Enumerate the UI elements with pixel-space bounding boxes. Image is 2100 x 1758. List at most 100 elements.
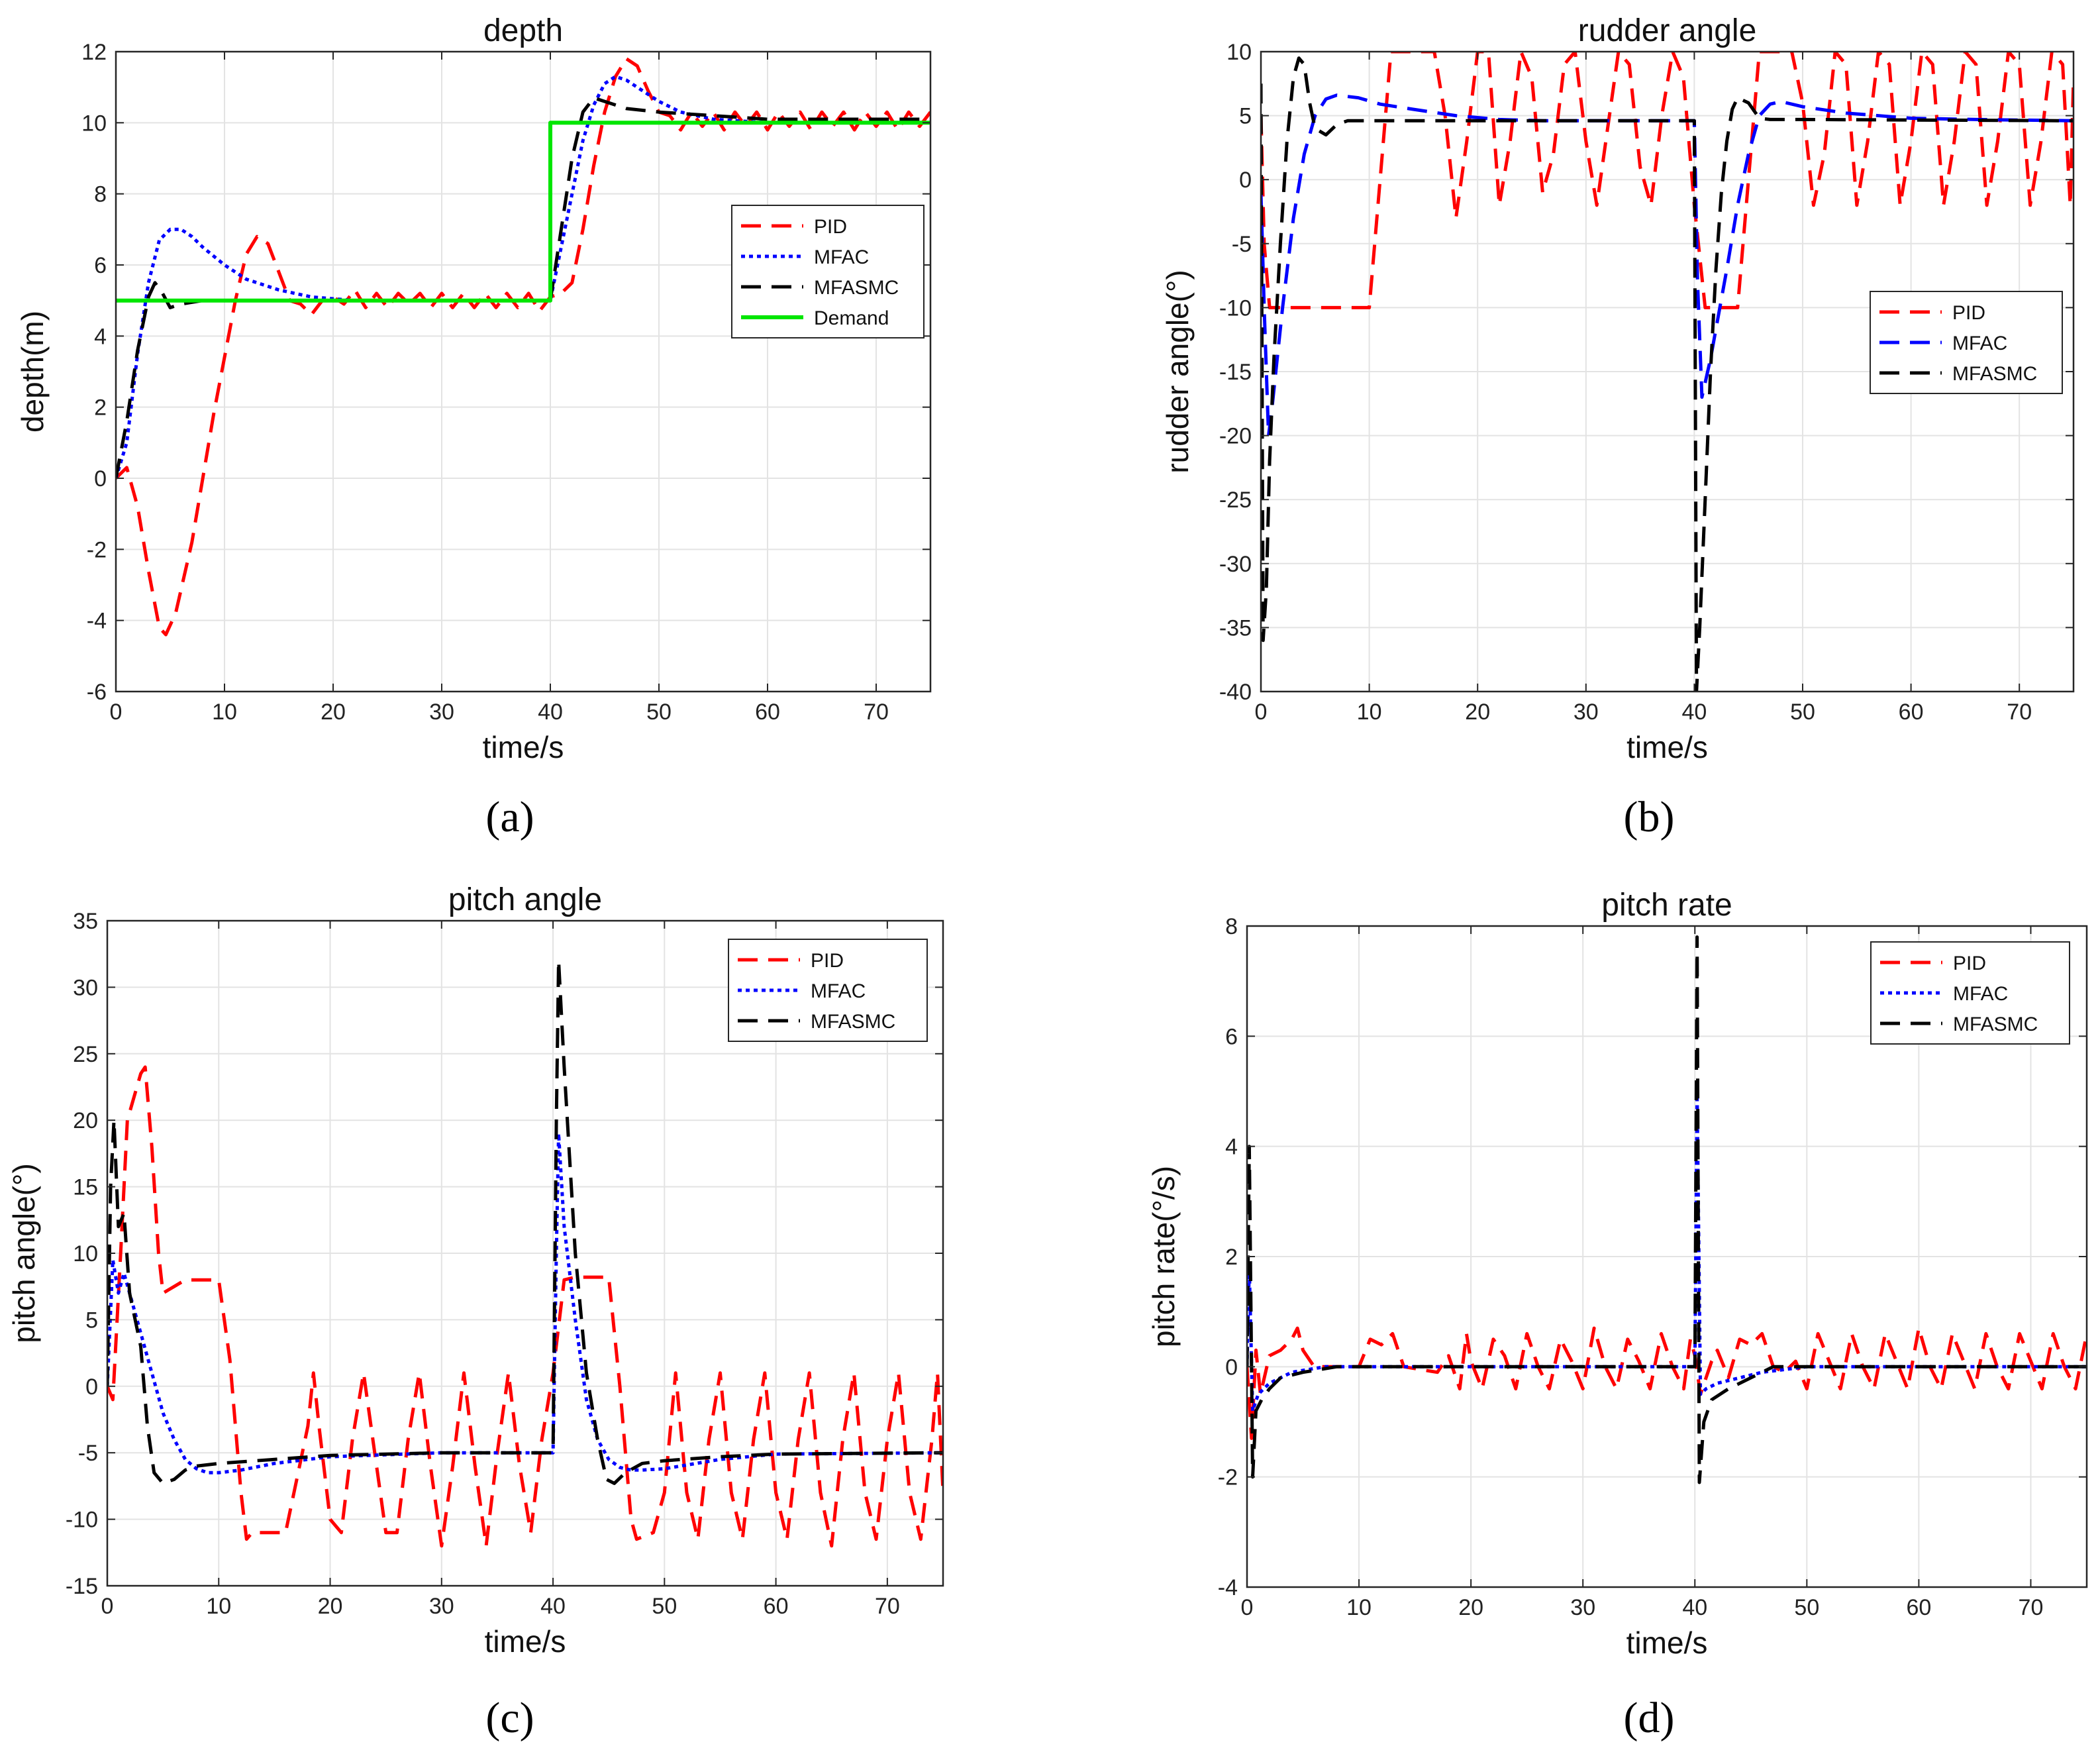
y-tick-label: -2 [1218,1465,1238,1490]
y-tick-label: 8 [1225,914,1238,939]
x-tick-label: 30 [1574,699,1599,725]
x-tick-label: 0 [110,699,123,725]
legend-label-mfac: MFAC [1953,983,2008,1005]
y-tick-label: -6 [87,680,107,705]
series-line-pid [107,1065,943,1548]
legend: PID MFAC MFASMC [1870,291,2063,394]
x-axis-label: time/s [1626,730,1708,764]
series-line-mfasmc [116,96,930,479]
y-tick-label: -40 [1219,680,1252,705]
x-tick-label: 20 [1458,1595,1483,1620]
legend: PID MFAC MFASMC Demand [731,205,925,338]
y-tick-label: 10 [73,1241,98,1267]
legend-label-mfasmc: MFASMC [1952,363,2037,385]
legend-box [1870,291,2063,394]
chart-title: pitch angle [448,882,602,917]
x-tick-label: 70 [875,1594,900,1619]
series-line-mfasmc [1261,56,2074,692]
plot-area [116,52,930,692]
y-tick-label: 10 [81,111,107,136]
panel-d: (d) 0 10 20 30 40 50 60 70 -4 -2 0 2 4 6 8 pitch rate ti… [1146,888,2088,1742]
y-tick-label: -4 [87,609,107,634]
y-tick-label: 15 [73,1175,98,1200]
legend-label-mfac: MFAC [814,246,869,268]
caption-a: (a) [485,793,534,841]
caption-c: (c) [485,1694,534,1742]
y-axis-label: pitch rate(°/s) [1146,1166,1181,1347]
y-tick-label: 0 [85,1374,98,1400]
panel-c: (c) 0 10 20 30 40 50 60 70 -15 -10 -5 0 5 10 15 20 25 30 3… [7,882,944,1742]
x-tick-label: 60 [1906,1595,1931,1620]
y-tick-label: -15 [66,1574,98,1599]
legend-label-pid: PID [1953,953,1986,974]
y-tick-label: 25 [73,1042,98,1067]
x-tick-label: 40 [540,1594,566,1619]
series-line-demand [116,121,930,303]
y-tick-label: -2 [87,537,107,562]
series-line-pid [1261,52,2074,309]
x-tick-label: 10 [1346,1595,1372,1620]
x-tick-label: 70 [2007,699,2032,725]
x-tick-label: 40 [538,699,563,725]
y-tick-label: 10 [1226,40,1252,65]
x-tick-label: 40 [1682,1595,1707,1620]
x-tick-label: 50 [1790,699,1815,725]
y-tick-label: 0 [94,466,107,491]
legend-label-demand: Demand [814,307,889,329]
chart-title: rudder angle [1578,13,1757,48]
y-tick-label: -5 [78,1441,98,1466]
y-tick-label: 6 [94,253,107,278]
legend-label-pid: PID [811,950,844,972]
y-tick-label: -25 [1219,488,1252,513]
y-tick-label: -4 [1218,1575,1238,1600]
y-tick-label: -35 [1219,615,1252,641]
x-tick-label: 60 [1899,699,1924,725]
legend: PID MFAC MFASMC [1870,941,2070,1045]
x-tick-label: 20 [318,1594,343,1619]
y-tick-label: -5 [1232,232,1252,257]
x-tick-label: 0 [1255,699,1268,725]
x-tick-label: 50 [652,1594,677,1619]
y-tick-label: 2 [1225,1245,1238,1270]
legend-label-mfasmc: MFASMC [814,277,899,299]
x-tick-label: 50 [646,699,672,725]
y-tick-label: 4 [94,324,107,349]
legend-label-pid: PID [814,216,847,238]
y-tick-label: 8 [94,182,107,207]
x-tick-label: 30 [429,699,454,725]
series-line-pid [1247,1326,2087,1440]
x-tick-label: 50 [1794,1595,1819,1620]
legend: PID MFAC MFASMC [728,939,928,1042]
y-tick-label: 5 [1239,104,1252,129]
y-tick-label: 30 [73,975,98,1000]
x-tick-label: 20 [321,699,346,725]
legend-label-mfasmc: MFASMC [811,1011,895,1033]
x-axis-label: time/s [483,730,564,764]
x-tick-label: 60 [755,699,780,725]
x-axis-label: time/s [1626,1626,1708,1660]
y-axis-label: rudder angle(°) [1160,270,1195,473]
series-line-mfasmc [1247,935,2087,1484]
caption-d: (d) [1624,1694,1675,1742]
chart-title: depth [483,13,563,48]
series-line-mfac [1247,1090,2087,1413]
y-tick-label: 35 [73,909,98,934]
x-tick-label: 70 [2019,1595,2044,1620]
y-axis-label: depth(m) [15,311,50,433]
x-tick-label: 60 [764,1594,789,1619]
x-tick-label: 10 [206,1594,231,1619]
y-axis-label: pitch angle(°) [7,1163,41,1343]
x-axis-label: time/s [485,1624,566,1659]
y-tick-label: 4 [1225,1135,1238,1160]
y-tick-label: 0 [1239,168,1252,193]
x-tick-label: 70 [864,699,889,725]
y-tick-label: 6 [1225,1024,1238,1049]
y-tick-label: 5 [85,1308,98,1333]
y-tick-label: 12 [81,40,107,65]
x-tick-label: 30 [429,1594,454,1619]
x-tick-label: 0 [101,1594,114,1619]
panel-a: (a) 0 10 20 30 40 50 60 70 -6 -4 -2 0 2 4 6 8 10 12 depth t… [15,13,932,841]
legend-label-pid: PID [1952,302,1985,324]
panel-b: (b) 0 10 20 30 40 50 60 70-40-35-30-25-20-15-10… [1160,13,2075,841]
axes-box [115,50,932,693]
